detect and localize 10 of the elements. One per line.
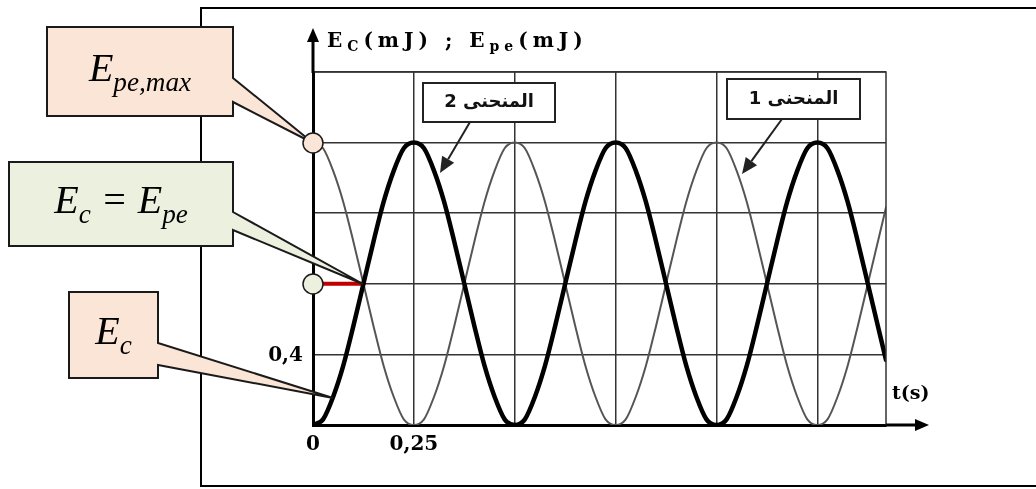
- text: المنحنى 2: [444, 90, 534, 112]
- x-axis-title: t(s): [892, 381, 930, 404]
- text: E$_{c}$: [95, 308, 132, 360]
- text: E$_{c}$ = E$_{pe}$: [54, 177, 188, 229]
- text: المنحنى 1: [748, 86, 839, 108]
- x-tick-label: 0: [306, 431, 320, 456]
- text: 0,4: [268, 342, 303, 367]
- y-axis-title: E$_{C}$(mJ) ; E$_{pe}$(mJ): [327, 28, 588, 55]
- text: E$_{pe,max}$: [88, 44, 192, 97]
- x-tick-label: 0,25: [389, 431, 439, 456]
